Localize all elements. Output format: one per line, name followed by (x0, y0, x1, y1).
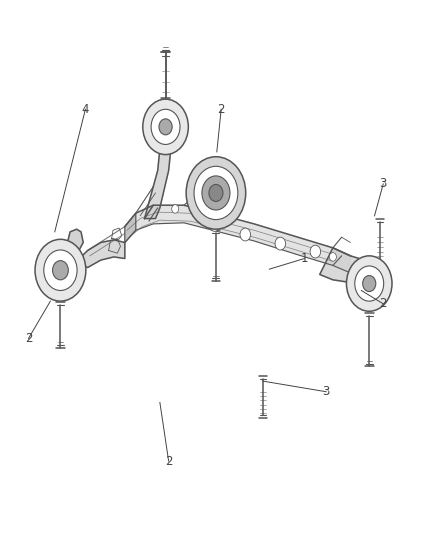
Circle shape (143, 99, 188, 155)
Circle shape (329, 253, 336, 261)
Text: 2: 2 (379, 297, 387, 310)
Circle shape (275, 237, 286, 250)
Text: 1: 1 (300, 252, 308, 265)
Text: 3: 3 (323, 385, 330, 398)
Circle shape (363, 276, 376, 292)
Text: 2: 2 (217, 103, 225, 116)
Circle shape (209, 219, 220, 231)
Circle shape (209, 184, 223, 201)
Circle shape (151, 109, 180, 144)
Polygon shape (320, 248, 377, 285)
Text: 4: 4 (81, 103, 89, 116)
Circle shape (355, 266, 384, 301)
Circle shape (35, 239, 86, 301)
Polygon shape (68, 229, 83, 261)
Circle shape (186, 157, 246, 229)
Circle shape (159, 119, 172, 135)
Circle shape (346, 256, 392, 311)
Circle shape (202, 176, 230, 210)
Circle shape (44, 250, 77, 290)
Circle shape (53, 261, 68, 280)
Polygon shape (125, 205, 350, 273)
Polygon shape (77, 240, 125, 268)
Circle shape (310, 245, 321, 258)
Circle shape (172, 205, 179, 213)
Polygon shape (125, 213, 136, 243)
Text: 2: 2 (25, 332, 32, 345)
Text: 3: 3 (380, 177, 387, 190)
Text: 2: 2 (165, 455, 173, 467)
Circle shape (194, 166, 238, 220)
Circle shape (240, 228, 251, 241)
Polygon shape (145, 128, 173, 219)
